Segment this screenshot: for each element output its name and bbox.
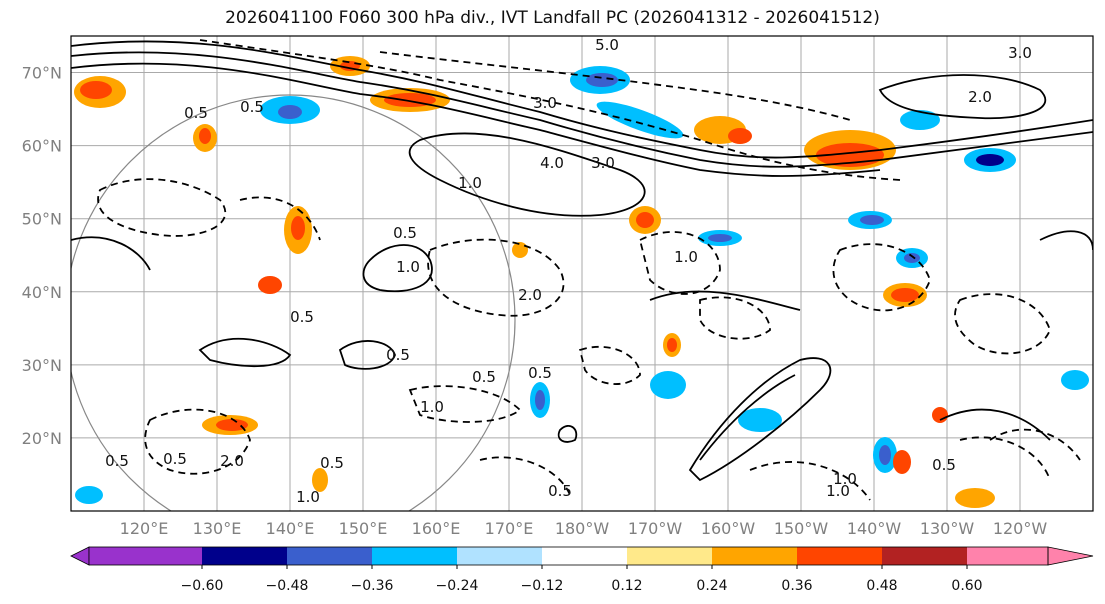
colorbar-tick-label: 0.48	[866, 578, 897, 594]
longitude-label: 140°E	[266, 519, 315, 538]
contour-label: 1.0	[396, 258, 420, 276]
map-border	[70, 35, 1094, 512]
contour-label-layer: 5.03.04.0 3.01.00.51.00.50.50.50.51.02.00…	[105, 36, 1032, 506]
latitude-label: 20°N	[22, 429, 62, 448]
contour-label: 0.5	[105, 452, 129, 470]
colorbar-segment	[627, 547, 712, 565]
contour-label: 0.5	[290, 308, 314, 326]
negative-contours	[97, 39, 1081, 501]
contour-label: 3.0	[533, 94, 557, 112]
contour-label: 1.0	[833, 470, 857, 488]
contour-label: 2.0	[220, 452, 244, 470]
contour-label: 4.0	[540, 154, 564, 172]
contour-label: 3.0	[1008, 44, 1032, 62]
contour-label: 3.0	[591, 154, 615, 172]
contour-label: 0.5	[528, 364, 552, 382]
colorbar-extend-high	[1047, 546, 1094, 566]
colorbar-segment	[372, 547, 457, 565]
contour-label: 1.0	[826, 482, 850, 500]
colorbar-tick-labels: −0.60 −0.48 −0.36 −0.24 −0.12 0.12 0.24 0.36 0.4…	[181, 565, 983, 594]
contour-label: 2.0	[968, 88, 992, 106]
contour-label: 5.0	[595, 36, 619, 54]
colorbar	[70, 546, 1094, 566]
longitude-label: 120°E	[120, 519, 169, 538]
contour-label: 0.5	[393, 224, 417, 242]
contour-label: 0.5	[163, 450, 187, 468]
contour-label: 1.0	[458, 174, 482, 192]
contour-label: 0.5	[184, 104, 208, 122]
colorbar-tick-label: −0.12	[521, 578, 564, 594]
colorbar-segment	[797, 547, 882, 565]
contour-label: 0.5	[548, 482, 572, 500]
colorbar-tick-label: −0.36	[351, 578, 394, 594]
contour-label: 0.5	[240, 98, 264, 116]
latitude-label: 30°N	[22, 356, 62, 375]
longitude-label: 170°E	[485, 519, 534, 538]
reference-circle	[71, 94, 516, 511]
colorbar-segment	[457, 547, 542, 565]
colorbar-frame	[88, 546, 1049, 566]
colorbar-tick-label: 0.60	[951, 578, 982, 594]
contour-label: 1.0	[296, 488, 320, 506]
colorbar-tick-label: 0.12	[611, 578, 642, 594]
contour-label: 0.5	[386, 346, 410, 364]
colorbar-tick-label: −0.60	[181, 578, 224, 594]
colorbar-tick-label: 0.36	[781, 578, 812, 594]
colorbar-tick-label: −0.48	[266, 578, 309, 594]
colorbar-segment	[287, 547, 372, 565]
colorbar-segment	[712, 547, 797, 565]
colorbar-segment	[542, 547, 627, 565]
longitude-label: 120°W	[993, 519, 1048, 538]
longitude-label: 140°W	[847, 519, 902, 538]
latitude-labels: 70°N 60°N 50°N 40°N 30°N 20°N	[22, 64, 62, 448]
latitude-label: 40°N	[22, 283, 62, 302]
colorbar-segment	[882, 547, 967, 565]
longitude-label: 160°W	[701, 519, 756, 538]
longitude-label: 150°W	[774, 519, 829, 538]
contour-label: 0.5	[932, 456, 956, 474]
contour-label: 0.5	[320, 454, 344, 472]
longitude-label: 180°W	[555, 519, 610, 538]
latitude-label: 50°N	[22, 210, 62, 229]
longitude-label: 150°E	[339, 519, 388, 538]
contour-label: 1.0	[674, 248, 698, 266]
colorbar-tick-label: 0.24	[696, 578, 727, 594]
longitude-label: 170°W	[628, 519, 683, 538]
contour-label: 0.5	[472, 368, 496, 386]
contour-label: 1.0	[420, 398, 444, 416]
longitude-label: 130°W	[920, 519, 975, 538]
colorbar-tick-label: −0.24	[436, 578, 479, 594]
longitude-labels: 120°E 130°E 140°E 150°E 160°E 170°E 180°W 170°W…	[120, 519, 1048, 538]
colorbar-segment	[202, 547, 287, 565]
colorbar-segment	[89, 547, 202, 565]
positive-contours	[71, 40, 1093, 482]
longitude-label: 130°E	[193, 519, 242, 538]
colorbar-segment	[967, 547, 1048, 565]
latitude-label: 70°N	[22, 64, 62, 83]
contour-label: 2.0	[518, 286, 542, 304]
longitude-label: 160°E	[412, 519, 461, 538]
latitude-label: 60°N	[22, 137, 62, 156]
colorbar-extend-low	[70, 546, 90, 566]
map-title: 2026041100 F060 300 hPa div., IVT Landfa…	[225, 8, 880, 28]
